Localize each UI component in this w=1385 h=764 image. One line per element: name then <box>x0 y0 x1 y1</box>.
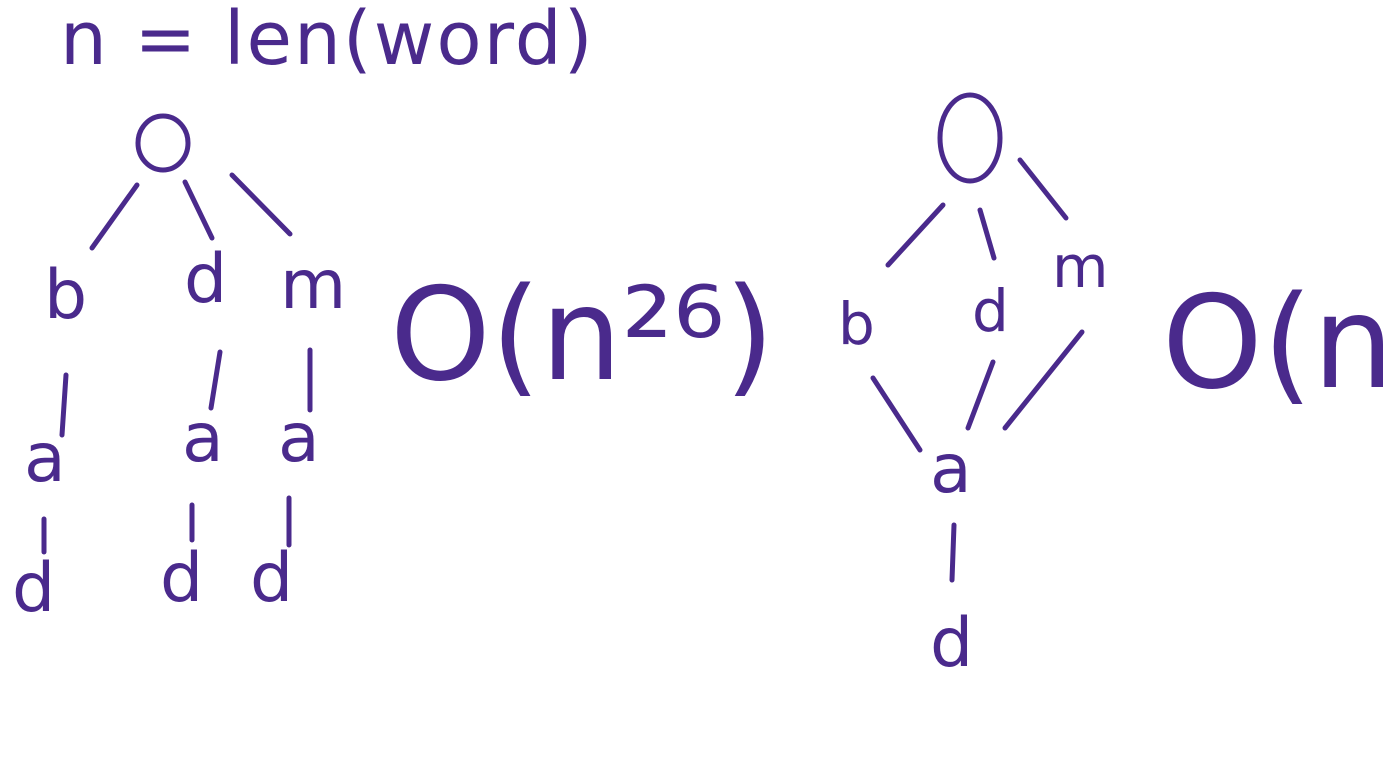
right-edge-m-a <box>1002 329 1085 431</box>
left-node-d-leaf-1: d <box>12 549 56 628</box>
right-edge-root-m <box>1017 157 1069 221</box>
right-node-d-leaf: d <box>930 604 974 683</box>
right-node-a-shared: a <box>930 430 972 509</box>
right-edge-b-a <box>870 375 923 453</box>
right-node-m: m <box>1052 233 1109 301</box>
left-root-node <box>135 113 191 173</box>
left-complexity-label: O(n²⁶) <box>390 261 775 410</box>
left-edge-root-m <box>229 172 293 237</box>
right-edge-d-a <box>965 359 996 431</box>
left-node-a-2: a <box>182 399 224 478</box>
left-node-d-leaf-2: d <box>160 539 204 618</box>
right-edge-root-b <box>885 202 946 268</box>
left-node-a-3: a <box>278 399 320 478</box>
right-complexity-label: O(n) <box>1162 269 1385 418</box>
left-edge-root-b <box>89 182 140 251</box>
left-node-a-1: a <box>24 419 66 498</box>
right-edge-root-d <box>977 207 997 261</box>
left-node-b: b <box>44 256 88 335</box>
right-root-node <box>937 92 1003 184</box>
formula-n-equals-len-word: n = len(word) <box>60 0 595 82</box>
left-edge-root-d <box>182 179 215 241</box>
right-edge-a-d <box>949 522 957 583</box>
right-node-d: d <box>972 277 1009 345</box>
left-edge-b-a <box>59 372 69 438</box>
right-node-b: b <box>838 290 875 358</box>
left-node-d-leaf-3: d <box>250 539 294 618</box>
left-edge-d-a <box>208 349 223 411</box>
left-node-d: d <box>184 240 228 319</box>
left-node-m: m <box>280 246 347 325</box>
